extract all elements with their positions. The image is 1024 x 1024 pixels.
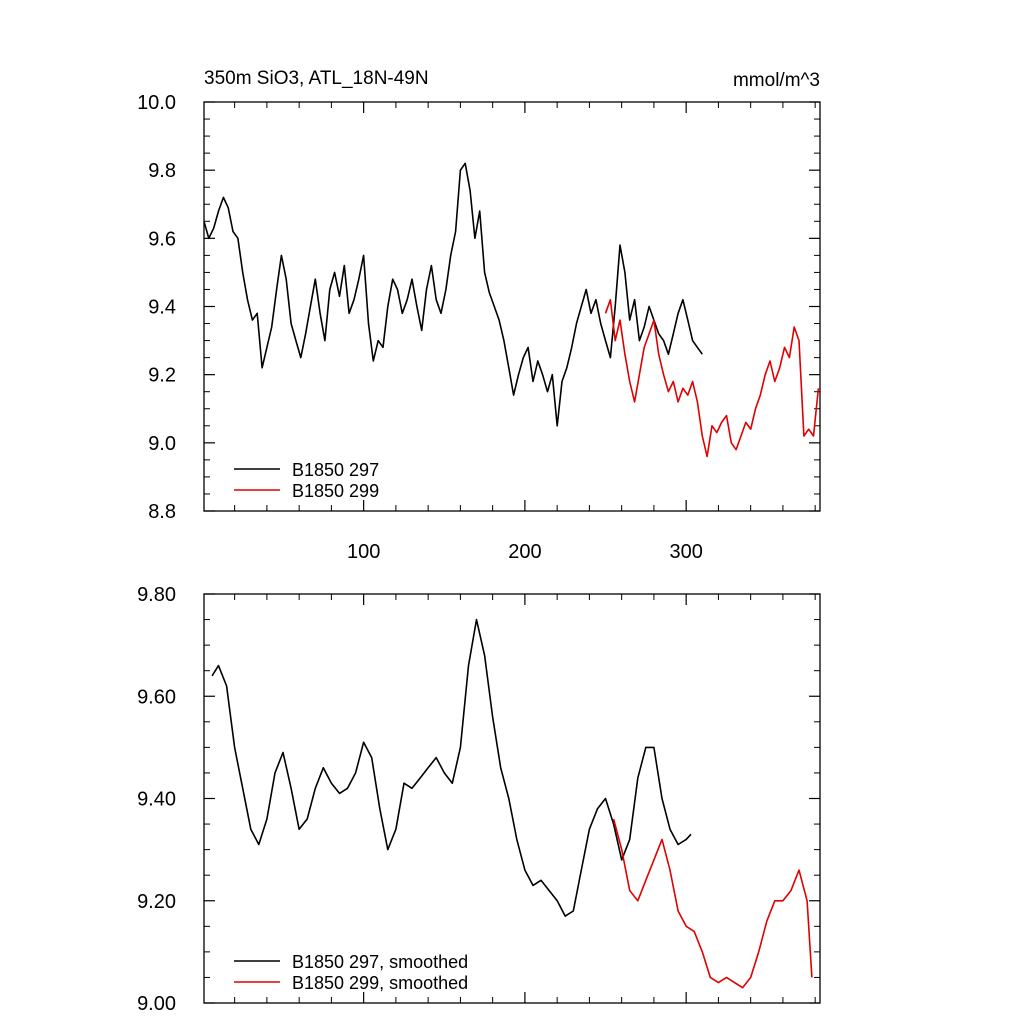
y-tick-label: 9.4 <box>148 297 176 319</box>
series-line-b1850-299 <box>604 298 820 458</box>
bottom-legend: B1850 297, smoothed B1850 299, smoothed <box>234 952 468 993</box>
series-line-b1850-297-smoothed <box>211 618 692 917</box>
top-series-lines <box>203 162 820 458</box>
y-tick-label: 9.20 <box>137 891 176 913</box>
x-tick-label: 100 <box>347 541 380 563</box>
x-tick-label: 300 <box>669 541 702 563</box>
y-tick-label: 9.00 <box>137 993 176 1015</box>
legend-label-b1850-297-smoothed: B1850 297, smoothed <box>292 952 468 972</box>
legend-label-b1850-299-smoothed: B1850 299, smoothed <box>292 973 468 993</box>
series-line-b1850-299-smoothed <box>612 818 813 989</box>
chart-title: 350m SiO3, ATL_18N-49N <box>204 68 429 89</box>
y-tick-label: 9.0 <box>148 433 176 455</box>
top-panel: 350m SiO3, ATL_18N-49N mmol/m^3 8.8 9.0 9.… <box>137 68 821 563</box>
y-tick-label: 10.0 <box>137 92 176 114</box>
x-tick-label: 200 <box>508 541 541 563</box>
legend-label-b1850-297: B1850 297 <box>292 460 379 480</box>
bottom-y-tick-labels: 9.00 9.20 9.40 9.60 9.80 <box>137 584 176 1015</box>
top-ticks <box>204 101 820 512</box>
top-legend: B1850 297 B1850 299 <box>234 460 379 501</box>
bottom-series-lines <box>211 618 813 989</box>
bottom-ticks <box>204 593 820 1004</box>
y-tick-label: 9.2 <box>148 365 176 387</box>
y-tick-label: 9.8 <box>148 160 176 182</box>
bottom-plot-frame <box>203 593 821 1004</box>
y-tick-label: 9.6 <box>148 228 176 250</box>
y-tick-label: 9.80 <box>137 584 176 606</box>
y-tick-label: 8.8 <box>148 501 176 523</box>
bottom-panel: 9.00 9.20 9.40 9.60 9.80 B1850 297, smoothed… <box>137 584 821 1015</box>
series-line-b1850-297 <box>203 162 703 427</box>
top-plot-frame <box>203 101 821 512</box>
legend-label-b1850-299: B1850 299 <box>292 481 379 501</box>
top-y-tick-labels: 8.8 9.0 9.2 9.4 9.6 9.8 10.0 <box>137 92 176 523</box>
y-tick-label: 9.60 <box>137 686 176 708</box>
units-label: mmol/m^3 <box>733 70 820 91</box>
top-x-tick-labels: 100 200 300 <box>347 541 703 563</box>
y-tick-label: 9.40 <box>137 789 176 811</box>
